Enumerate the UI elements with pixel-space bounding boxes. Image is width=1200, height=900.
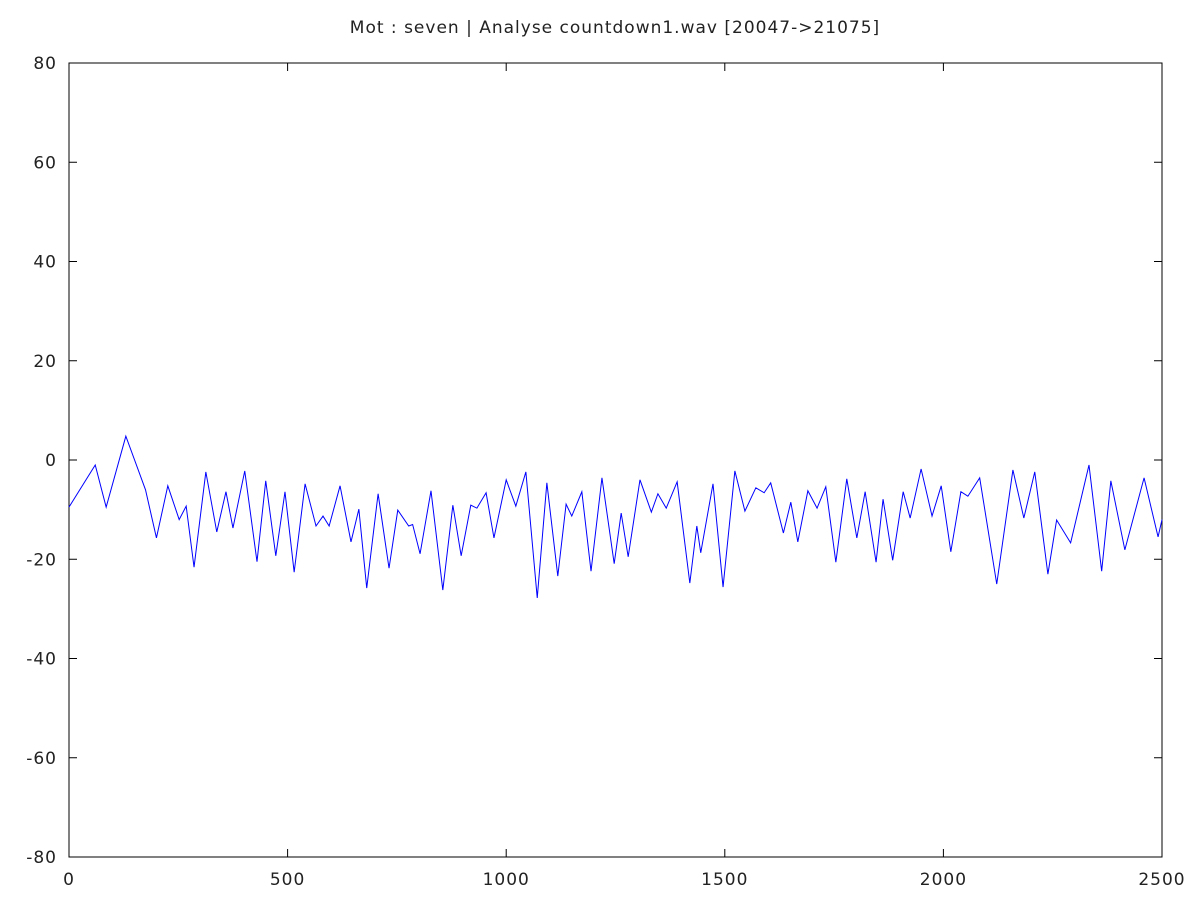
y-tick-label: 20 bbox=[33, 352, 57, 372]
y-tick-label: -60 bbox=[26, 749, 57, 769]
x-tick-label: 1000 bbox=[483, 870, 530, 890]
y-tick-label: 40 bbox=[33, 253, 57, 273]
x-tick-label: 2500 bbox=[1138, 870, 1185, 890]
chart-title: Mot : seven | Analyse countdown1.wav [20… bbox=[350, 18, 880, 38]
x-tick-label: 1500 bbox=[701, 870, 748, 890]
y-tick-label: -40 bbox=[26, 650, 57, 670]
y-tick-label: 60 bbox=[33, 153, 57, 173]
x-tick-label: 0 bbox=[63, 870, 75, 890]
x-tick-label: 500 bbox=[270, 870, 305, 890]
data-line bbox=[68, 434, 1163, 599]
x-tick-label: 2000 bbox=[920, 870, 967, 890]
y-tick-label: 80 bbox=[33, 54, 57, 74]
plot-frame bbox=[68, 62, 1163, 858]
y-tick-label: 0 bbox=[45, 451, 57, 471]
y-tick-label: -80 bbox=[26, 848, 57, 868]
y-tick-label: -20 bbox=[26, 550, 57, 570]
